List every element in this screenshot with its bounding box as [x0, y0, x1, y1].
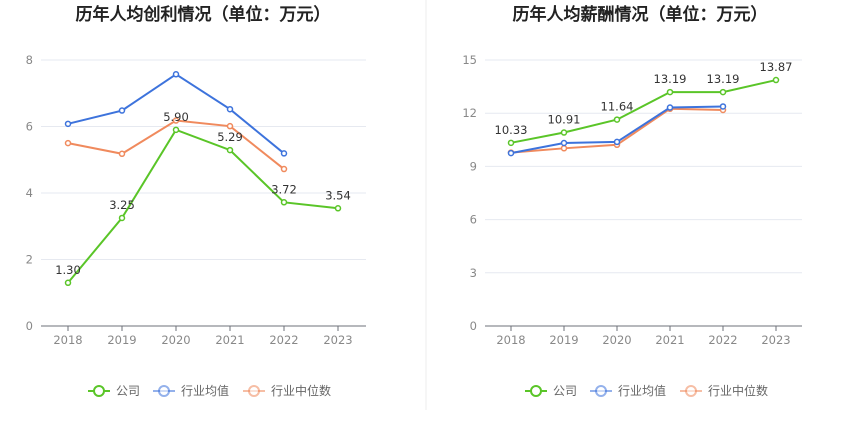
- legend-swatch-marker: [595, 385, 607, 397]
- legend-swatch-marker: [93, 385, 105, 397]
- y-tick-label: 6: [26, 120, 33, 134]
- x-tick-label: 2020: [602, 333, 631, 347]
- y-tick-label: 6: [470, 213, 477, 227]
- data-point[interactable]: [280, 150, 288, 157]
- legend-label: 行业中位数: [708, 383, 768, 398]
- data-label: 10.91: [548, 113, 581, 127]
- legend-item[interactable]: 行业均值: [590, 383, 666, 398]
- series-line-company: [67, 128, 339, 284]
- data-point[interactable]: [64, 139, 72, 147]
- data-point[interactable]: [560, 145, 568, 152]
- y-tick-label: 12: [462, 106, 477, 120]
- data-label: 13.19: [654, 72, 687, 86]
- data-point[interactable]: [719, 88, 727, 96]
- x-tick-label: 2023: [761, 333, 790, 347]
- data-point[interactable]: [172, 71, 180, 78]
- x-tick-label: 2023: [323, 333, 352, 347]
- data-label: 5.90: [163, 110, 189, 124]
- legend-label: 公司: [553, 384, 577, 398]
- data-label: 13.87: [760, 60, 793, 74]
- data-point[interactable]: [118, 150, 126, 158]
- legend-item[interactable]: 行业中位数: [680, 383, 768, 398]
- data-point[interactable]: [118, 214, 126, 222]
- data-point[interactable]: [613, 116, 621, 123]
- data-label: 3.54: [325, 188, 351, 202]
- legend-item[interactable]: 行业中位数: [243, 383, 331, 398]
- y-tick-label: 3: [470, 266, 477, 280]
- data-label: 3.25: [109, 198, 135, 212]
- legend-swatch-marker: [248, 385, 260, 397]
- legend-item[interactable]: 公司: [525, 384, 577, 398]
- x-tick-label: 2018: [496, 333, 525, 347]
- y-tick-label: 8: [26, 53, 33, 67]
- data-point[interactable]: [280, 165, 288, 173]
- data-point[interactable]: [719, 103, 727, 110]
- data-point[interactable]: [226, 122, 234, 130]
- y-tick-label: 4: [26, 186, 33, 200]
- data-point[interactable]: [507, 149, 515, 157]
- legend: 公司 行业均值 行业中位数: [525, 383, 768, 398]
- legend-label: 行业中位数: [271, 383, 331, 398]
- y-tick-label: 0: [470, 319, 477, 333]
- data-label: 10.33: [495, 123, 528, 137]
- data-point[interactable]: [613, 138, 621, 146]
- x-tick-label: 2022: [269, 333, 298, 347]
- chart-1: 历年人均创利情况（单位：万元） 0 2 4 6 8 2018 2019 2020 2021 2022…: [26, 4, 366, 398]
- legend: 公司 行业均值 行业中位数: [88, 383, 331, 398]
- data-point[interactable]: [226, 146, 234, 154]
- legend-item[interactable]: 公司: [88, 384, 140, 398]
- y-tick-label: 0: [26, 319, 33, 333]
- legend-item[interactable]: 行业均值: [153, 383, 229, 398]
- data-point[interactable]: [507, 139, 515, 147]
- x-tick-label: 2022: [708, 333, 737, 347]
- x-tick-label: 2020: [161, 333, 190, 347]
- data-point[interactable]: [560, 129, 568, 136]
- data-point[interactable]: [666, 104, 674, 111]
- legend-label: 行业均值: [618, 383, 666, 398]
- data-point[interactable]: [334, 205, 342, 212]
- data-point[interactable]: [64, 279, 72, 287]
- x-tick-label: 2019: [549, 333, 578, 347]
- data-point[interactable]: [666, 88, 674, 96]
- legend-label: 公司: [116, 384, 140, 398]
- data-point[interactable]: [772, 76, 780, 84]
- data-label: 3.72: [271, 182, 297, 196]
- data-label: 11.64: [601, 100, 634, 114]
- y-tick-label: 15: [462, 53, 477, 67]
- chart-title: 历年人均创利情况（单位：万元）: [76, 4, 331, 25]
- data-label: 1.30: [55, 263, 81, 277]
- legend-swatch-marker: [530, 385, 542, 397]
- data-point[interactable]: [226, 105, 234, 113]
- legend-label: 行业均值: [181, 383, 229, 398]
- chart-title: 历年人均薪酬情况（单位：万元）: [513, 4, 768, 25]
- data-point[interactable]: [64, 120, 72, 128]
- y-tick-label: 2: [26, 253, 33, 267]
- x-tick-label: 2021: [215, 333, 244, 347]
- chart-2: 历年人均薪酬情况（单位：万元） 0 3 6 9 12 15 2018 2019 2020 2021 2…: [462, 4, 802, 398]
- legend-swatch-marker: [685, 385, 697, 397]
- data-point[interactable]: [172, 117, 180, 124]
- data-point[interactable]: [172, 126, 180, 134]
- data-point[interactable]: [560, 139, 568, 147]
- x-tick-label: 2021: [655, 333, 684, 347]
- series-line-company: [510, 79, 777, 144]
- data-label: 13.19: [707, 72, 740, 86]
- data-point[interactable]: [118, 107, 126, 114]
- y-tick-label: 9: [470, 159, 477, 173]
- data-point[interactable]: [280, 199, 288, 206]
- x-tick-label: 2019: [107, 333, 136, 347]
- data-label: 5.29: [217, 130, 243, 144]
- legend-swatch-marker: [158, 385, 170, 397]
- x-tick-label: 2018: [53, 333, 82, 347]
